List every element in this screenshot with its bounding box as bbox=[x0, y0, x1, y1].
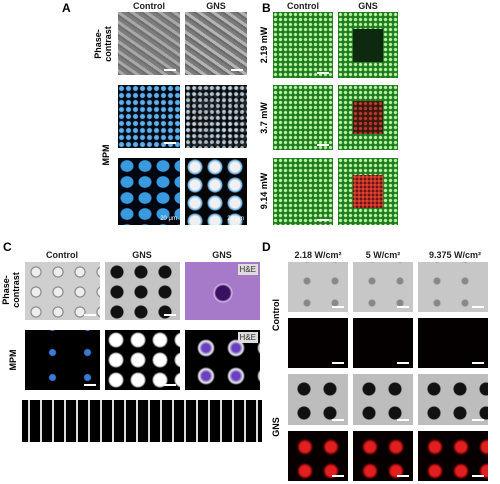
image-strip bbox=[22, 400, 262, 442]
column-label: GNS bbox=[206, 1, 226, 11]
stain-label: H&E bbox=[237, 264, 258, 275]
image bbox=[105, 330, 180, 390]
image bbox=[273, 85, 333, 150]
image bbox=[353, 431, 413, 481]
row-label: GNS bbox=[271, 417, 281, 437]
column-label: Control bbox=[287, 1, 319, 11]
image bbox=[338, 85, 398, 150]
row-label: MPM bbox=[8, 349, 18, 371]
image bbox=[118, 12, 180, 75]
panel-label: C bbox=[3, 240, 12, 254]
row-label: 9.14 mW bbox=[259, 172, 269, 210]
column-label: GNS bbox=[132, 250, 152, 260]
column-label: 2.18 W/cm² bbox=[294, 250, 342, 260]
row-label: Control bbox=[271, 299, 281, 331]
image bbox=[185, 85, 247, 148]
image: H&E bbox=[185, 330, 260, 390]
image bbox=[418, 431, 488, 481]
row-label: Phase-contrast bbox=[1, 272, 21, 308]
image bbox=[418, 318, 488, 368]
row-label: Phase-contrast bbox=[93, 26, 113, 62]
column-label: Control bbox=[46, 250, 78, 260]
image: 20 μm bbox=[118, 158, 180, 225]
column-label: GNS bbox=[358, 1, 378, 11]
row-label: 2.19 mW bbox=[259, 26, 269, 64]
image bbox=[353, 318, 413, 368]
row-label: 3.7 mW bbox=[259, 102, 269, 134]
image: H&E bbox=[185, 262, 260, 320]
image bbox=[118, 85, 180, 148]
column-label: 5 W/cm² bbox=[365, 250, 401, 260]
image bbox=[25, 330, 100, 390]
stain-label: H&E bbox=[237, 332, 258, 343]
image bbox=[273, 12, 333, 78]
column-label: 9.375 W/cm² bbox=[428, 250, 482, 260]
image bbox=[338, 12, 398, 78]
row-label: MPM bbox=[101, 144, 111, 166]
scale-label: 20 μm bbox=[160, 216, 177, 222]
column-label: Control bbox=[133, 1, 165, 11]
image bbox=[288, 431, 348, 481]
image: 20 μm bbox=[185, 158, 247, 225]
image bbox=[288, 318, 348, 368]
image bbox=[353, 262, 413, 312]
image bbox=[185, 12, 247, 75]
image bbox=[25, 262, 100, 320]
image bbox=[288, 374, 348, 425]
image bbox=[338, 158, 398, 225]
image bbox=[288, 262, 348, 312]
image bbox=[353, 374, 413, 425]
image bbox=[105, 262, 180, 320]
scale-label: 20 μm bbox=[227, 216, 244, 222]
column-label: GNS bbox=[212, 250, 232, 260]
image bbox=[418, 262, 488, 312]
panel-label: D bbox=[262, 240, 271, 254]
image bbox=[418, 374, 488, 425]
image bbox=[273, 158, 333, 225]
panel-label: A bbox=[62, 1, 71, 15]
panel-label: B bbox=[262, 1, 271, 15]
